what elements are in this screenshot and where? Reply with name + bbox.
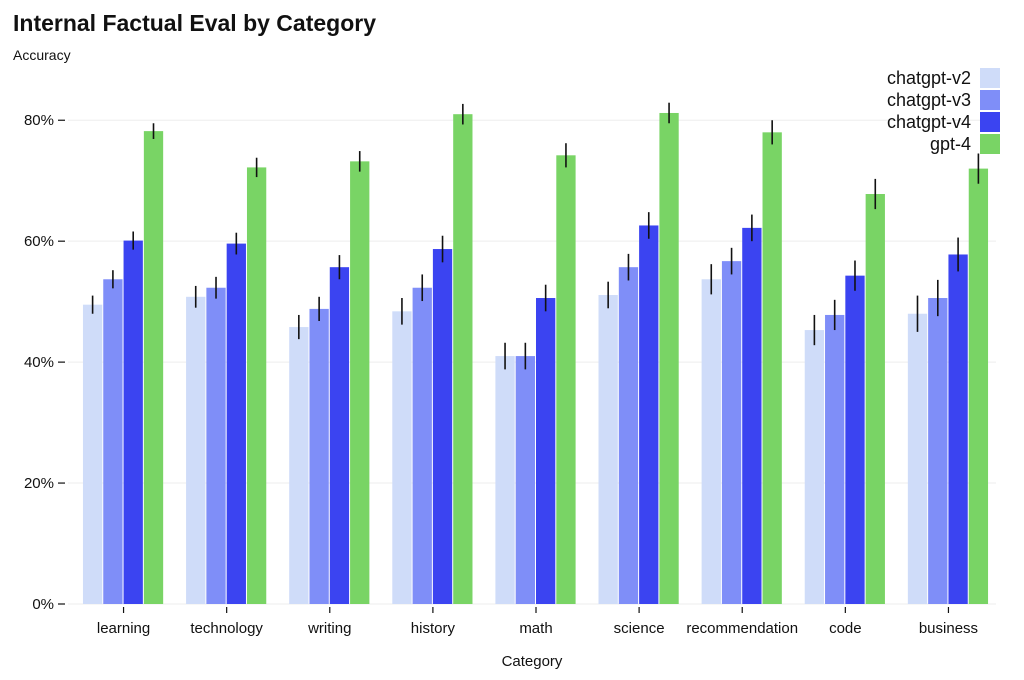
legend-label: chatgpt-v4 — [887, 112, 971, 132]
bar — [928, 298, 948, 604]
x-tick-label: science — [614, 620, 665, 637]
chart-title: Internal Factual Eval by Category — [13, 10, 377, 36]
x-tick-label: writing — [307, 620, 351, 637]
y-axis-title: Accuracy — [13, 47, 71, 63]
bar — [143, 131, 164, 604]
legend-swatch — [980, 90, 1000, 110]
x-tick-label: math — [519, 620, 552, 637]
bar — [350, 161, 370, 605]
bar — [82, 304, 103, 604]
bar — [123, 240, 143, 604]
bar — [246, 167, 267, 605]
x-tick-label: technology — [190, 620, 263, 637]
bar — [556, 155, 576, 605]
bar — [186, 296, 206, 604]
axes: 0% 20% 40% 60% 80% learning technology writing h… — [24, 112, 978, 637]
bar — [968, 168, 989, 605]
bar — [536, 298, 556, 604]
bar — [309, 308, 329, 604]
bars — [82, 112, 989, 605]
bar — [659, 112, 679, 604]
x-tick-label: business — [919, 620, 978, 637]
y-tick-label: 40% — [24, 354, 54, 371]
legend-label: gpt-4 — [930, 134, 971, 154]
bar — [907, 313, 928, 604]
error-bars — [91, 102, 980, 370]
legend-swatch — [980, 68, 1000, 88]
x-axis-title: Category — [502, 653, 563, 670]
bar — [453, 114, 473, 604]
bar — [412, 287, 432, 604]
legend-swatch — [980, 112, 1000, 132]
x-tick-label: code — [829, 620, 862, 637]
bar — [206, 287, 226, 604]
legend-label: chatgpt-v3 — [887, 90, 971, 110]
y-tick-label: 20% — [24, 475, 54, 492]
bar — [103, 279, 123, 604]
bar — [226, 243, 246, 605]
bar — [701, 279, 721, 604]
y-tick-label: 80% — [24, 112, 54, 129]
bar — [329, 267, 350, 604]
bar — [495, 356, 515, 604]
x-tick-label: recommendation — [686, 620, 798, 637]
bar — [618, 267, 639, 604]
bar — [948, 254, 968, 605]
legend-swatch — [980, 134, 1000, 154]
bar — [721, 261, 742, 604]
bar — [742, 227, 762, 605]
bar — [804, 330, 825, 604]
bar — [598, 294, 618, 604]
bar — [432, 249, 453, 604]
x-tick-label: learning — [97, 620, 150, 637]
y-tick-label: 0% — [32, 596, 54, 613]
bar — [392, 311, 412, 604]
bar — [865, 194, 885, 605]
bar — [762, 132, 782, 604]
y-tick-label: 60% — [24, 233, 54, 250]
legend-label: chatgpt-v2 — [887, 68, 971, 88]
bar — [289, 327, 309, 604]
bar — [825, 314, 845, 604]
x-tick-label: history — [411, 620, 456, 637]
bar — [845, 275, 865, 604]
bar — [639, 225, 659, 605]
bar — [515, 356, 535, 604]
